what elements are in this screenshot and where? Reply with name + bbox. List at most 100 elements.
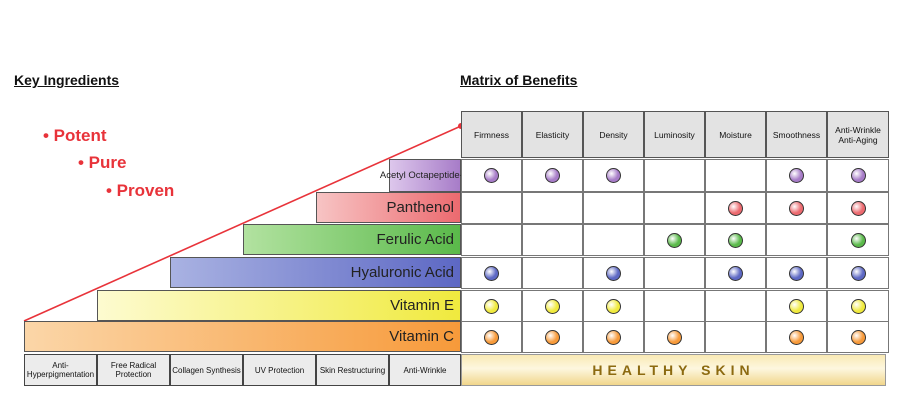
matrix-cell xyxy=(522,257,583,289)
benefit-uv-protection: UV Protection xyxy=(243,354,316,386)
matrix-of-benefits-heading: Matrix of Benefits xyxy=(460,72,578,88)
benefit-dot xyxy=(850,298,866,314)
matrix-cell xyxy=(522,192,583,224)
matrix-cell xyxy=(583,224,644,256)
benefit-dot xyxy=(606,329,621,345)
key-ingredients-heading: Key Ingredients xyxy=(14,72,120,88)
benefit-dot xyxy=(850,200,866,216)
benefit-dot xyxy=(484,168,499,183)
ingredient-label: Vitamin C xyxy=(389,328,454,345)
ingredient-bar-hyaluronic-acid: Hyaluronic Acid xyxy=(170,257,461,288)
benefit-dot xyxy=(728,200,743,216)
matrix-cell xyxy=(705,290,766,322)
matrix-cell xyxy=(766,321,827,353)
matrix-cell xyxy=(766,224,827,256)
ingredient-label: Hyaluronic Acid xyxy=(350,264,454,281)
ingredient-bar-vitamin-c: Vitamin C xyxy=(24,321,461,352)
benefit-dot xyxy=(606,298,621,314)
matrix-cell xyxy=(705,192,766,224)
matrix-cell xyxy=(827,321,889,353)
matrix-cell xyxy=(827,290,889,322)
benefit-dot xyxy=(789,329,804,345)
matrix-cell xyxy=(766,290,827,322)
matrix-cell xyxy=(522,321,583,353)
benefit-collagen-synthesis: Collagen Synthesis xyxy=(170,354,243,386)
ingredient-bar-panthenol: Panthenol xyxy=(316,192,461,223)
benefit-dot xyxy=(545,168,560,183)
matrix-cell xyxy=(766,192,827,224)
benefit-dot xyxy=(484,298,499,314)
matrix-column-header: Smoothness xyxy=(766,111,827,158)
benefit-anti-wrinkle: Anti-Wrinkle xyxy=(389,354,461,386)
matrix-cell xyxy=(827,224,889,256)
ingredient-bar-ferulic-acid: Ferulic Acid xyxy=(243,224,461,255)
benefit-dot xyxy=(484,265,499,281)
benefit-skin-restructuring: Skin Restructuring xyxy=(316,354,389,386)
benefit-dot xyxy=(728,232,743,248)
benefit-dot xyxy=(728,265,743,281)
benefit-anti-hyperpigmentation: Anti-Hyperpigmentation xyxy=(24,354,97,386)
matrix-cell xyxy=(644,192,705,224)
matrix-cell xyxy=(461,159,522,192)
benefit-dot xyxy=(789,298,804,314)
benefit-free-radical-protection: Free Radical Protection xyxy=(97,354,170,386)
matrix-cell xyxy=(583,321,644,353)
tagline-potent: • Potent xyxy=(43,126,107,145)
matrix-column-header: Moisture xyxy=(705,111,766,158)
benefit-dot xyxy=(850,232,866,248)
matrix-cell xyxy=(766,159,827,192)
ingredient-label: Ferulic Acid xyxy=(376,231,454,248)
matrix-cell xyxy=(827,159,889,192)
matrix-cell xyxy=(522,159,583,192)
matrix-cell xyxy=(583,159,644,192)
matrix-cell xyxy=(705,321,766,353)
matrix-cell xyxy=(705,257,766,289)
healthy-skin-banner: HEALTHY SKIN xyxy=(461,354,886,386)
matrix-cell xyxy=(461,192,522,224)
matrix-cell xyxy=(827,257,889,289)
benefit-dot xyxy=(789,168,804,183)
benefit-dot xyxy=(850,168,866,183)
matrix-cell xyxy=(705,224,766,256)
benefit-dot xyxy=(789,200,804,216)
matrix-cell xyxy=(644,257,705,289)
ingredient-label: Panthenol xyxy=(386,199,454,216)
matrix-cell xyxy=(644,321,705,353)
benefit-dot xyxy=(606,168,621,183)
tagline-pure: • Pure xyxy=(78,153,127,172)
matrix-cell xyxy=(583,192,644,224)
matrix-cell xyxy=(644,290,705,322)
matrix-column-header: Density xyxy=(583,111,644,158)
ingredient-bar-acetyl-octapeptide-3: Acetyl Octapeptide-3 xyxy=(380,159,468,192)
matrix-cell xyxy=(583,290,644,322)
benefit-dot xyxy=(545,329,560,345)
matrix-column-header: Elasticity xyxy=(522,111,583,158)
matrix-cell xyxy=(827,192,889,224)
matrix-cell xyxy=(705,159,766,192)
matrix-cell xyxy=(461,321,522,353)
matrix-column-header: Firmness xyxy=(461,111,522,158)
matrix-cell xyxy=(644,159,705,192)
matrix-cell xyxy=(461,257,522,289)
ingredient-bar-vitamin-e: Vitamin E xyxy=(97,290,461,321)
matrix-cell xyxy=(461,290,522,322)
ingredient-label: Vitamin E xyxy=(390,297,454,314)
benefit-dot xyxy=(606,265,621,281)
matrix-cell xyxy=(583,257,644,289)
benefit-dot xyxy=(789,265,804,281)
benefit-dot xyxy=(850,329,866,345)
benefit-dot xyxy=(667,329,682,345)
matrix-column-header: Anti-Wrinkle Anti-Aging xyxy=(827,111,889,158)
benefit-dot xyxy=(545,298,560,314)
tagline-proven: • Proven xyxy=(106,181,175,200)
ingredient-label: Acetyl Octapeptide-3 xyxy=(379,170,469,181)
matrix-cell xyxy=(461,224,522,256)
matrix-cell xyxy=(766,257,827,289)
benefit-dot xyxy=(667,232,682,248)
matrix-cell xyxy=(522,290,583,322)
matrix-column-header: Luminosity xyxy=(644,111,705,158)
benefit-dot xyxy=(484,329,499,345)
matrix-cell xyxy=(522,224,583,256)
matrix-cell xyxy=(644,224,705,256)
benefit-dot xyxy=(850,265,866,281)
